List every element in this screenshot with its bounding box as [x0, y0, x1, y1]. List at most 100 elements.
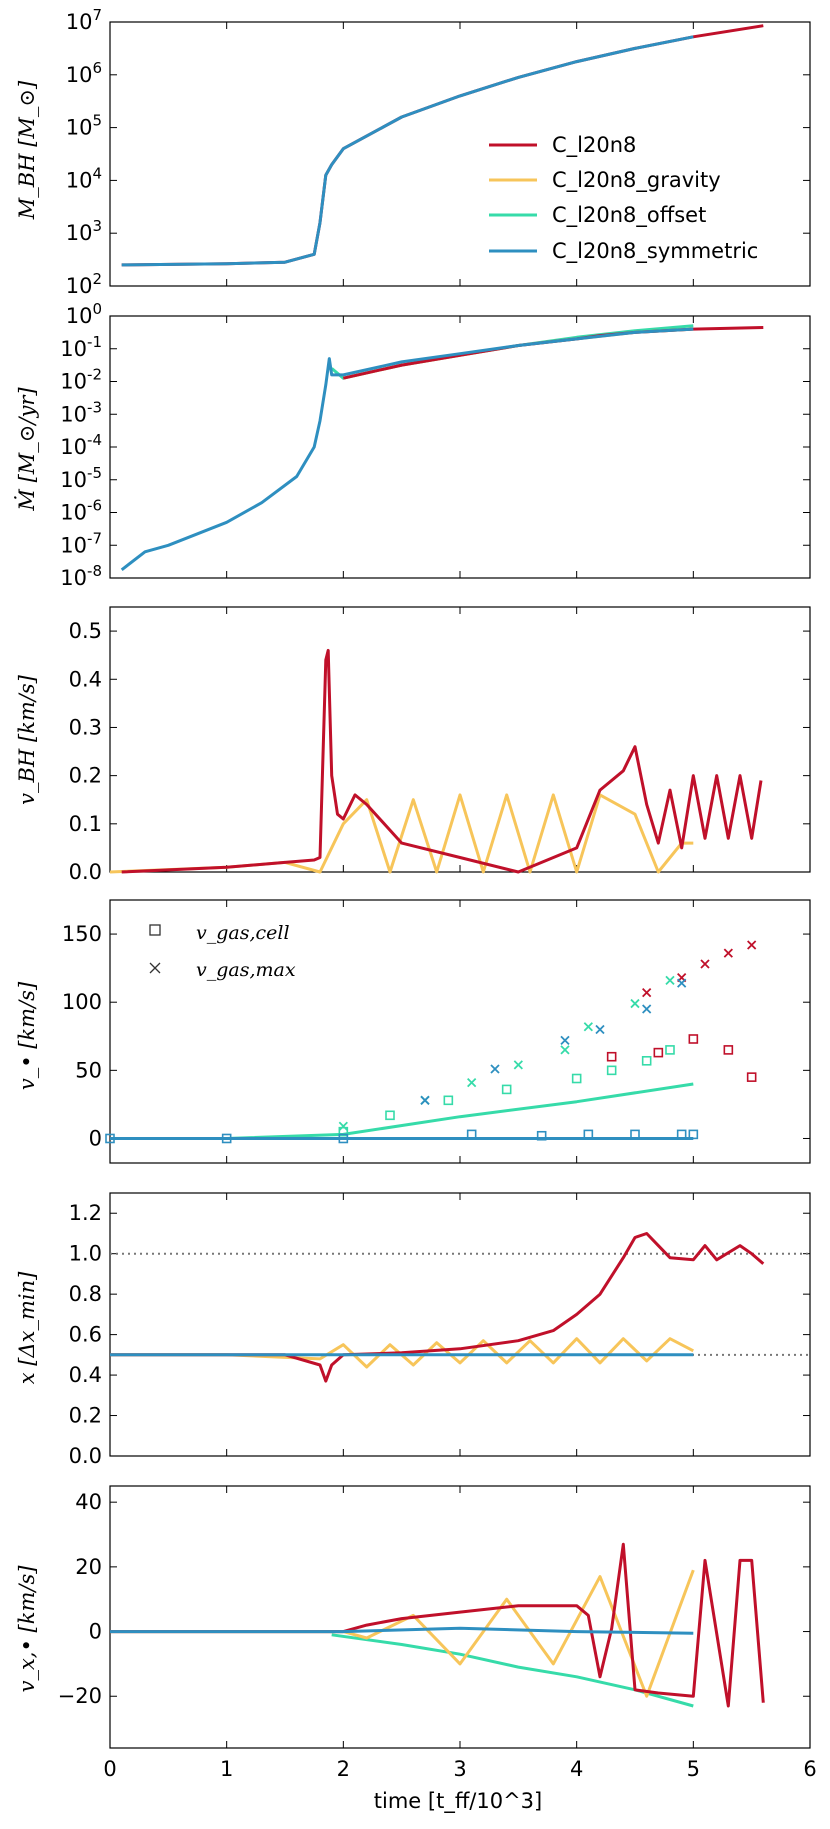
- legend-panel-3: v_gas,cell v_gas,max: [149, 922, 296, 981]
- y-tick-label: 0.0: [69, 860, 102, 884]
- marker-cross-c-l20n8-symmetric: [595, 1024, 605, 1035]
- series-line-c-l20n8: [110, 1542, 765, 1708]
- y-tick-label: 20: [75, 1555, 102, 1579]
- y-tick-label: 10-4: [60, 431, 102, 459]
- y-tick-label: 0.0: [69, 1444, 102, 1468]
- marker-cross-c-l20n8-offset: [467, 1077, 477, 1088]
- y-tick-label: 0.4: [69, 667, 102, 691]
- marker-cross-c-l20n8-offset: [513, 1060, 523, 1070]
- y-tick-label: 10-8: [60, 562, 102, 590]
- marker-cross-c-l20n8-symmetric: [490, 1064, 500, 1074]
- series-line-c-l20n8-gravity: [110, 1337, 694, 1369]
- x-tick-labels: 0 1 2 3 4 5 6: [103, 1757, 816, 1781]
- x-tick-label: 2: [337, 1757, 350, 1781]
- y-tick-label: 150: [62, 922, 102, 946]
- marker-square-c-l20n8-offset: [641, 1055, 652, 1066]
- series-line-c-l20n8: [121, 24, 764, 267]
- x-tick-label: 6: [803, 1757, 816, 1781]
- marker-square-c-l20n8: [653, 1047, 664, 1058]
- marker-square-c-l20n8-symmetric: [105, 1133, 115, 1144]
- marker-square-c-l20n8-offset: [501, 1084, 512, 1095]
- vx-panel: −20 0 20 40: [58, 1485, 811, 1749]
- y-tick-label: 107: [66, 6, 102, 34]
- y-tick-label: 10-7: [60, 529, 102, 557]
- marker-cross-c-l20n8-symmetric: [642, 1004, 652, 1014]
- marker-cross-c-l20n8: [723, 948, 733, 958]
- y-tick-label: 10-3: [60, 398, 102, 426]
- marker-square-c-l20n8-offset: [385, 1110, 395, 1121]
- y-tick-label: 100: [62, 990, 102, 1014]
- y-tick-label: 10-5: [60, 464, 102, 492]
- y-tick-label: 1.0: [69, 1242, 102, 1266]
- panel-frame: [109, 1192, 811, 1457]
- marker-square-c-l20n8-symmetric: [583, 1129, 594, 1140]
- series-line-c-l20n8: [342, 326, 764, 380]
- x-tick-label: 4: [570, 1757, 583, 1781]
- ylabel-mbh: M_BH [M_⊙]: [15, 80, 39, 220]
- marker-square-c-l20n8-offset: [665, 1045, 675, 1055]
- y-tick-label: 0: [89, 1620, 102, 1644]
- legend-label-vgas-max: v_gas,max: [196, 959, 296, 981]
- vbh-panel: 0.0 0.1 0.2 0.3 0.4 0.5: [69, 606, 811, 884]
- marker-cross-c-l20n8-symmetric: [560, 1035, 570, 1045]
- y-tick-label: 0.8: [69, 1282, 102, 1306]
- series-line-c-l20n8-gravity: [109, 793, 694, 874]
- y-tick-label: 100: [66, 300, 102, 328]
- marker-square-c-l20n8-symmetric: [221, 1133, 232, 1144]
- marker-cross-c-l20n8: [642, 988, 652, 998]
- y-tick-label: 0.3: [69, 715, 102, 739]
- series-line-c-l20n8-gravity: [110, 1569, 695, 1698]
- y-tick-label: 0: [89, 1126, 102, 1150]
- marker-cross-c-l20n8-offset: [630, 998, 640, 1009]
- series-line-c-l20n8-gravity: [342, 327, 694, 380]
- ylabel-vx: v_x,• [km/s]: [15, 1565, 39, 1693]
- ylabel-vdot: v_• [km/s]: [15, 981, 39, 1090]
- series-line-c-l20n8: [121, 648, 763, 874]
- y-tick-label: 0.5: [69, 619, 102, 643]
- marker-square-c-l20n8: [723, 1045, 734, 1055]
- marker-cross-c-l20n8: [747, 940, 757, 950]
- x-axis-label: time [t_ff/10^3]: [374, 1789, 542, 1814]
- marker-cross-c-l20n8-symmetric: [420, 1095, 430, 1105]
- marker-square-c-l20n8-symmetric: [338, 1133, 349, 1144]
- marker-cross-c-l20n8-offset: [583, 1022, 593, 1032]
- ylabel-vbh: v_BH [km/s]: [15, 674, 39, 804]
- marker-cross-c-l20n8-offset: [665, 975, 675, 986]
- y-tick-label: 105: [66, 112, 102, 140]
- y-tick-label: 106: [66, 59, 102, 87]
- marker-cross-c-l20n8-symmetric: [677, 978, 687, 988]
- x-tick-label: 3: [453, 1757, 466, 1781]
- y-tick-label: 0.2: [69, 764, 102, 788]
- marker-square-c-l20n8-offset: [443, 1095, 454, 1106]
- series-line-c-l20n8-symmetric: [120, 327, 694, 571]
- legend-label-vgas-cell: v_gas,cell: [196, 922, 290, 944]
- y-tick-label: 0.6: [69, 1323, 102, 1347]
- marker-square-c-l20n8-symmetric: [466, 1129, 477, 1140]
- y-tick-label: 0.1: [69, 812, 102, 836]
- marker-square-c-l20n8-offset: [571, 1073, 582, 1084]
- x-tick-label: 0: [103, 1757, 116, 1781]
- legend-square-marker: [149, 924, 161, 936]
- marker-cross-c-l20n8: [700, 959, 710, 969]
- legend-label-c-l20n8-gravity: C_l20n8_gravity: [552, 168, 721, 193]
- series-line-c-l20n8-offset: [331, 1633, 694, 1708]
- y-tick-label: 102: [66, 270, 102, 298]
- mdot-panel: 10-8 10-7 10-6 10-5 10-4 10-3 10-2 10-1 100: [60, 300, 811, 590]
- marker-square-c-l20n8-symmetric: [688, 1129, 699, 1140]
- marker-cross-c-l20n8-offset: [560, 1045, 570, 1055]
- marker-square-c-l20n8-offset: [338, 1126, 349, 1137]
- legend-label-c-l20n8-offset: C_l20n8_offset: [552, 203, 706, 228]
- legend-label-c-l20n8-symmetric: C_l20n8_symmetric: [552, 239, 758, 264]
- y-tick-label: 103: [66, 217, 102, 245]
- y-tick-label: 0.2: [69, 1404, 102, 1428]
- x-tick-label: 1: [220, 1757, 233, 1781]
- marker-square-c-l20n8-symmetric: [536, 1130, 547, 1141]
- vdot-panel: 0 50 100 150: [62, 899, 811, 1164]
- y-tick-label: 10-2: [60, 366, 102, 394]
- panel-frame: [109, 1485, 811, 1749]
- y-tick-label: 1.2: [69, 1201, 102, 1225]
- series-line-c-l20n8: [110, 1232, 765, 1383]
- legend-panel-0: C_l20n8 C_l20n8_gravity C_l20n8_offset C…: [489, 133, 758, 264]
- marker-square-c-l20n8-offset: [606, 1065, 617, 1076]
